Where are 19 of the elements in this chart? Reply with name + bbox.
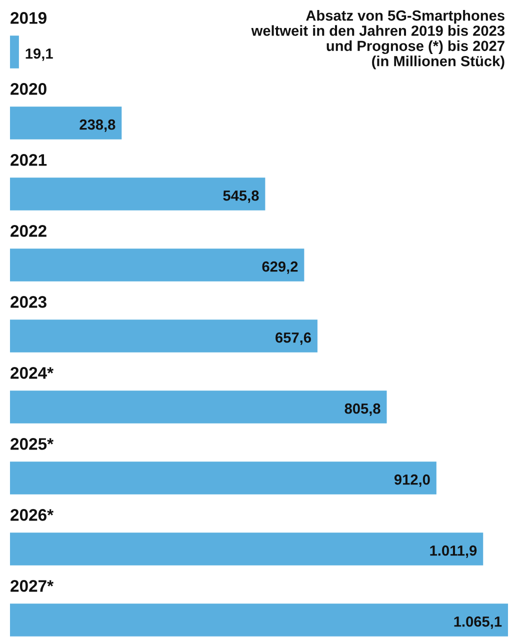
y-tick-label: 2026* [10,509,54,521]
data-label: 1.065,1 [454,616,502,629]
y-tick-label: 2020 [10,83,46,95]
text: Absatz von 5G-Smartphones weltweit in den Jahren 2019 bis 2023 und Prognose (*) bis 2027 (in Millionen Stück) [251,10,504,70]
y-tick-label: 2025* [10,438,54,450]
data-label: 545,8 [223,190,259,203]
y-tick-label: 2023 [10,296,46,308]
data-label: 657,6 [276,332,311,345]
data-label: 912,0 [394,474,430,487]
data-label: 19,1 [26,48,53,61]
data-label: 238,8 [80,119,116,132]
y-tick-label: 2027* [10,580,54,592]
y-tick-label: 2021 [10,154,47,166]
y-tick-label: 2022 [10,225,46,237]
data-label: 1.011,9 [430,545,477,558]
data-label: 629,2 [262,261,298,274]
data-label: 805,8 [344,403,380,416]
y-tick-label: 2019 [10,12,46,24]
y-tick-label: 2024* [10,367,54,379]
